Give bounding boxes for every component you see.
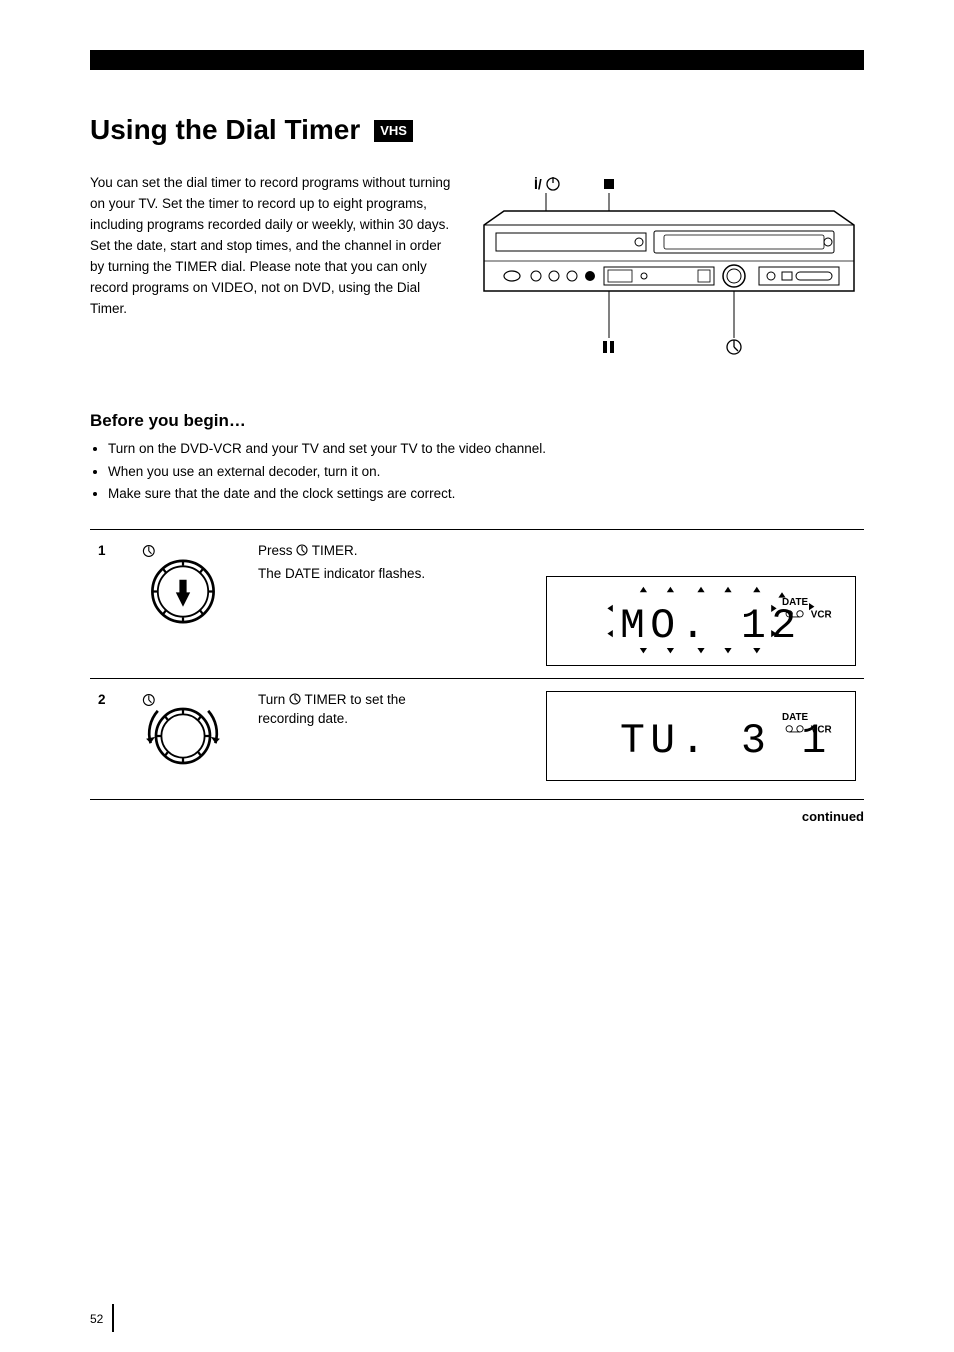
step-subtext: The DATE indicator flashes. (258, 565, 462, 584)
svg-text:VCR: VCR (811, 725, 832, 736)
step-number: 2 (90, 679, 130, 800)
page-number-bar (112, 1304, 114, 1332)
title-row: Using the Dial Timer VHS (90, 110, 864, 149)
before-bullet: Turn on the DVD-VCR and your TV and set … (108, 439, 864, 460)
lcd-display: MO. 12 DATE VCR (546, 576, 856, 666)
header-black-bar (90, 50, 864, 70)
lcd-display-icon: TU. 3 1 DATE VCR (561, 700, 841, 772)
timer-dial-turn-icon (138, 691, 228, 781)
timer-clock-icon (289, 693, 301, 705)
step-instruction: Press TIMER. The DATE indicator flashes. (250, 530, 470, 679)
instr-text: Turn (258, 692, 289, 707)
page-title: Using the Dial Timer (90, 110, 360, 149)
instr-text: . (354, 543, 358, 558)
before-begin-heading: Before you begin… (90, 409, 864, 433)
vcr-illustration: İ/ (474, 173, 864, 373)
dial-illustration-cell (130, 530, 250, 679)
continued-indicator: continued (90, 808, 864, 826)
step-row: 2 (90, 679, 864, 800)
before-bullet: When you use an external decoder, turn i… (108, 462, 864, 483)
step-row: 1 (90, 530, 864, 679)
vhs-badge: VHS (374, 120, 413, 142)
dial-illustration-cell (130, 679, 250, 800)
step-instruction: Turn TIMER to set the recording date. (250, 679, 470, 800)
before-begin-list: Turn on the DVD-VCR and your TV and set … (108, 439, 864, 506)
instr-text: TIMER (312, 543, 354, 558)
instr-text: Press (258, 543, 296, 558)
instr-text: TIMER (305, 692, 347, 707)
lcd-display-cell: MO. 12 DATE VCR (470, 530, 864, 679)
before-bullet: Make sure that the date and the clock se… (108, 484, 864, 505)
vcr-label: VCR (811, 610, 832, 621)
intro-and-figure: You can set the dial timer to record pro… (90, 173, 864, 379)
timer-clock-icon (296, 544, 308, 556)
page-number: 52 (90, 1311, 103, 1328)
lcd-display-cell: TU. 3 1 DATE VCR (470, 679, 864, 800)
step-number: 1 (90, 530, 130, 679)
intro-text: You can set the dial timer to record pro… (90, 173, 454, 379)
svg-text:DATE: DATE (782, 597, 809, 608)
lcd-display-icon: MO. 12 DATE VCR (561, 585, 841, 657)
svg-text:MO. 12: MO. 12 (620, 605, 801, 651)
vcr-body (484, 211, 854, 291)
svg-text:DATE: DATE (782, 712, 809, 723)
timer-dial-push-icon (138, 542, 228, 632)
vcr-figure: İ/ (474, 173, 864, 379)
lcd-display: TU. 3 1 DATE VCR (546, 691, 856, 781)
svg-text:İ/: İ/ (534, 176, 542, 192)
steps-table: 1 (90, 529, 864, 800)
